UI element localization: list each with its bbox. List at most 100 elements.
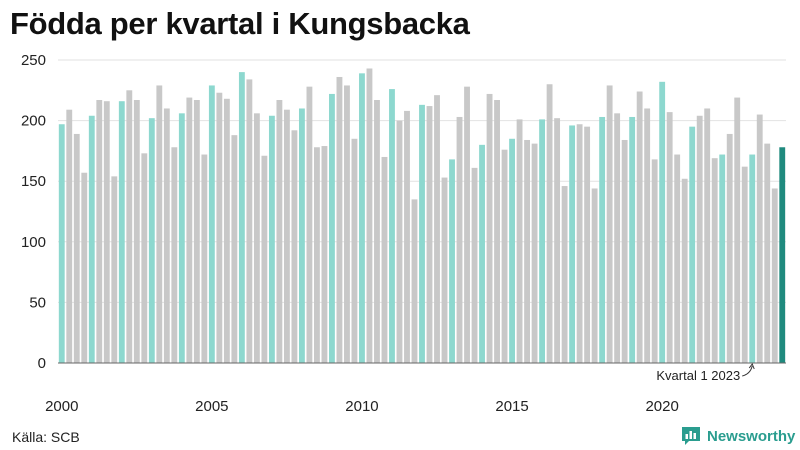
bar xyxy=(329,93,335,363)
bar xyxy=(516,119,523,363)
bar xyxy=(261,155,268,363)
bar xyxy=(554,118,561,364)
bar xyxy=(464,86,470,363)
x-axis-ticks: 2000 2005 2010 2015 2020 xyxy=(45,398,679,415)
bar xyxy=(419,104,425,364)
bar xyxy=(741,166,748,363)
bar xyxy=(509,138,515,363)
y-tick-label: 0 xyxy=(38,355,46,372)
bar xyxy=(314,147,320,363)
bar xyxy=(381,156,388,363)
bar xyxy=(426,106,433,363)
bar xyxy=(531,143,538,363)
annotation-text: Kvartal 1 2023 xyxy=(656,368,740,383)
bar xyxy=(644,108,651,363)
bar xyxy=(434,95,440,363)
bar xyxy=(764,143,771,363)
bar xyxy=(546,84,553,364)
bar xyxy=(344,85,350,364)
x-tick-label: 2000 xyxy=(45,398,78,415)
bar xyxy=(291,130,298,363)
bar xyxy=(223,98,230,363)
x-tick-label: 2020 xyxy=(645,398,678,415)
bar xyxy=(689,126,696,363)
bar xyxy=(756,114,763,363)
bar xyxy=(704,108,711,363)
bar xyxy=(118,101,125,363)
bar xyxy=(734,97,741,364)
bar xyxy=(66,109,73,363)
y-tick-label: 250 xyxy=(21,52,46,69)
bar xyxy=(411,199,418,363)
newsworthy-logo: Newsworthy xyxy=(680,425,795,447)
newsworthy-chat-icon xyxy=(682,427,700,445)
bar xyxy=(569,125,576,363)
bar xyxy=(651,159,658,363)
bar xyxy=(599,116,606,364)
bar xyxy=(359,73,365,363)
bar xyxy=(231,135,238,363)
bar xyxy=(711,158,718,363)
bar xyxy=(494,99,500,363)
bar xyxy=(681,178,688,363)
x-tick-label: 2010 xyxy=(345,398,378,415)
bar xyxy=(126,90,133,364)
bar xyxy=(351,138,358,363)
bar xyxy=(374,99,380,363)
bar xyxy=(96,99,103,363)
bar xyxy=(726,133,733,363)
bar xyxy=(779,147,786,363)
bar xyxy=(58,124,65,364)
bar xyxy=(636,91,643,364)
bar xyxy=(276,99,283,363)
bar xyxy=(133,99,140,363)
bar xyxy=(614,113,621,363)
y-axis-ticks: 0 50 100 150 200 250 xyxy=(21,52,46,372)
bar xyxy=(111,176,118,363)
bar xyxy=(186,97,193,364)
bar xyxy=(771,188,778,363)
bar xyxy=(696,115,703,363)
bar xyxy=(479,144,485,363)
x-tick-label: 2015 xyxy=(495,398,528,415)
bar xyxy=(449,159,455,363)
bar xyxy=(306,86,313,363)
annotation-arrowhead xyxy=(748,362,755,370)
bar xyxy=(486,93,493,363)
bar xyxy=(404,110,410,364)
bar xyxy=(659,81,666,363)
bar xyxy=(321,146,328,363)
annotation-arrow xyxy=(742,365,753,377)
bar xyxy=(606,85,613,364)
bar xyxy=(501,149,508,363)
bar xyxy=(584,126,591,363)
bar xyxy=(336,76,343,363)
bar xyxy=(629,116,636,364)
y-tick-label: 150 xyxy=(21,173,46,190)
bar xyxy=(389,89,395,363)
bar xyxy=(208,85,215,364)
y-tick-label: 100 xyxy=(21,234,46,251)
latest-quarter-annotation: Kvartal 1 2023 xyxy=(656,362,755,383)
y-tick-label: 50 xyxy=(29,294,46,311)
bar xyxy=(103,101,110,363)
bar xyxy=(148,118,155,364)
bar xyxy=(539,119,546,363)
bar xyxy=(178,113,185,363)
source-label: Källa: SCB xyxy=(12,429,80,445)
bar xyxy=(246,79,253,363)
bar xyxy=(141,153,148,363)
bar xyxy=(576,124,583,364)
bar xyxy=(253,113,260,363)
bar xyxy=(396,120,403,363)
y-tick-label: 200 xyxy=(21,113,46,130)
bar xyxy=(749,154,756,363)
bar xyxy=(621,139,628,363)
bar xyxy=(193,99,200,363)
bar xyxy=(238,72,245,364)
bar xyxy=(524,139,530,363)
bar xyxy=(81,172,88,363)
bar xyxy=(298,108,305,363)
bar xyxy=(73,133,80,363)
